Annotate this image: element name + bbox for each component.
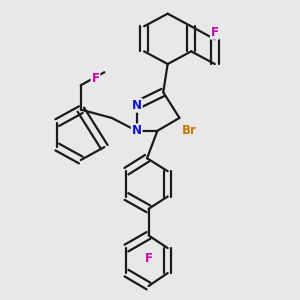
Text: F: F xyxy=(145,252,152,266)
Text: F: F xyxy=(92,72,100,85)
Text: N: N xyxy=(132,124,142,137)
Text: F: F xyxy=(211,26,219,39)
Text: Br: Br xyxy=(182,124,197,137)
Text: N: N xyxy=(132,99,142,112)
